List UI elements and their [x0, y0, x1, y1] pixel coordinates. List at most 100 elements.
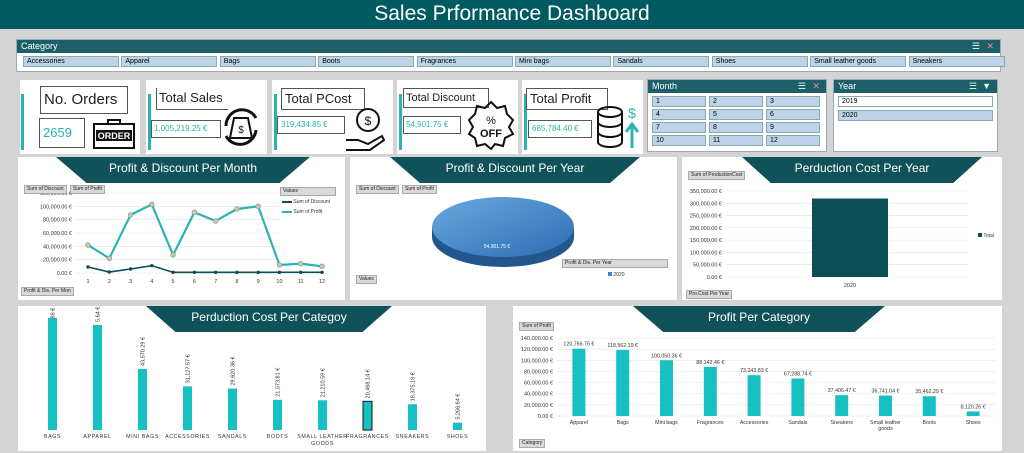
- production-cost-year-panel: Perduction Cost Per Year Sum of Producti…: [682, 157, 1002, 300]
- bar-boots: [273, 399, 282, 430]
- multi-select-icon[interactable]: ☰: [971, 41, 980, 51]
- field-button-discount[interactable]: Sum of Discount: [24, 185, 67, 194]
- y-tick-label: 250,000.00 €: [690, 214, 722, 220]
- bar-fragrances: [362, 400, 373, 431]
- data-label: 20,468.14 €: [366, 369, 372, 398]
- svg-text:$: $: [238, 125, 244, 136]
- y-tick-label: 100,000.00 €: [690, 250, 722, 256]
- axis-field-button[interactable]: Pro.Cost Per Year: [686, 290, 733, 299]
- month-chip[interactable]: 7: [652, 122, 706, 133]
- category-chip[interactable]: Shoes: [711, 56, 808, 67]
- category-chip[interactable]: Sandals: [613, 56, 710, 67]
- axis-field-button[interactable]: Profit & Dis. Per Mon: [21, 287, 74, 296]
- svg-text:OFF: OFF: [480, 128, 502, 140]
- x-tick-label: Boots: [923, 420, 937, 426]
- category-chip[interactable]: Fragrances: [416, 56, 513, 67]
- month-slicer-title: Month: [652, 81, 678, 91]
- x-tick-label: APPAREL: [83, 434, 111, 440]
- bar-sneakers: [408, 404, 417, 430]
- category-chip[interactable]: Mini bags: [515, 56, 611, 67]
- x-tick-label: 12: [319, 279, 325, 285]
- data-point: [171, 270, 175, 275]
- category-slicer: Category ☰ ✕ Accessories Apparel Bags Boots…: [16, 39, 1005, 72]
- category-chip[interactable]: Boots: [318, 56, 415, 67]
- year-chip[interactable]: 2019: [838, 96, 993, 107]
- category-chip[interactable]: Accessories: [23, 56, 119, 67]
- clear-filter-icon[interactable]: ✕: [812, 81, 820, 91]
- y-tick-label: 100,000.00 €: [521, 358, 553, 364]
- month-chip[interactable]: 5: [709, 109, 763, 120]
- y-tick-label: 150,000.00 €: [690, 238, 722, 244]
- x-tick-label: SANDALS: [218, 434, 247, 440]
- field-button-discount[interactable]: Sum of Discount: [356, 185, 399, 194]
- bar-sandals: [791, 378, 805, 416]
- y-tick-label: 80,000.00 €: [524, 369, 553, 375]
- bar-boots: [922, 396, 936, 416]
- field-button-profit[interactable]: Sum of Profit: [519, 322, 554, 331]
- data-label: 100,050.36 €: [651, 353, 682, 359]
- month-chip[interactable]: 9: [766, 122, 820, 133]
- chart-title: Profit & Discount Per Month: [56, 157, 310, 183]
- data-point: [277, 270, 282, 275]
- category-slicer-header: Category ☰ ✕: [17, 40, 1000, 53]
- month-chip[interactable]: 6: [766, 109, 820, 120]
- month-chip[interactable]: 2: [709, 96, 763, 107]
- field-button-profit[interactable]: Sum of Profit: [70, 185, 105, 194]
- x-tick-label: MINI BAGS: [126, 434, 159, 440]
- month-chip[interactable]: 4: [652, 109, 706, 120]
- bar-shoes: [966, 411, 980, 416]
- bar-sneakers: [835, 395, 849, 416]
- x-tick-label: Accessories: [740, 420, 769, 426]
- line-chart: 0.00 € 20,000.00 € 40,000.00 € 60,000.00 € 8…: [40, 191, 325, 285]
- field-button-production-cost[interactable]: Sum of ProductionCost: [688, 171, 746, 180]
- legend-title: Values: [280, 187, 336, 196]
- category-chip[interactable]: Apparel: [121, 56, 218, 67]
- kpi-pcost-label: Total PCost: [281, 88, 365, 110]
- x-tick-label: Apparel: [570, 420, 588, 426]
- coin-hand-icon: $: [346, 108, 386, 151]
- category-chip[interactable]: Small leather goods: [810, 56, 907, 67]
- data-label: 37,406.47 €: [828, 388, 856, 394]
- month-chip[interactable]: 11: [709, 135, 763, 146]
- data-point: [150, 263, 154, 268]
- profit-discount-year-panel: Profit & Discount Per Year Sum of Discou…: [350, 157, 677, 300]
- category-chip[interactable]: Sneakers: [908, 56, 1005, 67]
- kpi-profit-value: 685,784.40 €: [528, 120, 592, 138]
- bar-chart: 0.00 € 20,000.00 € 40,000.00 € 60,000.00 € 8…: [521, 336, 995, 432]
- multi-select-icon[interactable]: ☰: [797, 81, 806, 91]
- category-chip[interactable]: Bags: [219, 56, 316, 67]
- field-button-profit[interactable]: Sum of Profit: [402, 185, 437, 194]
- clear-filter-icon[interactable]: ✕: [986, 41, 994, 51]
- data-label: 73,243.83 €: [740, 368, 768, 374]
- chart-title: Profit Per Category: [633, 306, 885, 332]
- kpi-profit-card: Total Profit 685,784.40 € $: [522, 80, 643, 154]
- x-tick-label: Shoes: [966, 420, 981, 426]
- y-tick-label: 60,000.00 €: [43, 231, 72, 237]
- filter-icon[interactable]: ▼: [982, 81, 991, 91]
- profit-category-panel: Profit Per Category Sum of Profit 0.00 €…: [513, 306, 1002, 451]
- month-chip[interactable]: 3: [766, 96, 820, 107]
- data-point: [170, 252, 176, 258]
- y-tick-label: 300,000.00 €: [690, 201, 722, 207]
- category-slicer-title: Category: [21, 41, 58, 51]
- month-chip[interactable]: 1: [652, 96, 706, 107]
- x-tick-label: GOODS: [311, 441, 334, 447]
- data-label: 21,573.81 €: [276, 368, 282, 397]
- month-chip[interactable]: 8: [709, 122, 763, 133]
- axis-field-button[interactable]: Profit & Dis. Per Year: [562, 259, 668, 268]
- multi-select-icon[interactable]: ☰: [968, 81, 977, 91]
- axis-field-button[interactable]: Category: [519, 439, 546, 448]
- x-tick-label: 11: [298, 279, 304, 285]
- y-tick-label: 120,000.00 €: [521, 347, 553, 353]
- month-chip[interactable]: 12: [766, 135, 820, 146]
- values-button[interactable]: Values: [356, 275, 377, 284]
- x-tick-label: Fragrances: [697, 420, 724, 426]
- data-point: [213, 270, 218, 275]
- kpi-profit-label: Total Profit: [526, 88, 608, 110]
- data-label: 5,266.64 €: [456, 394, 462, 420]
- month-chip[interactable]: 10: [652, 135, 706, 146]
- x-tick-label: FRAGRANCES: [346, 434, 389, 440]
- data-point: [85, 242, 91, 248]
- x-tick-label: Sandals: [788, 420, 807, 426]
- year-chip[interactable]: 2020: [838, 110, 993, 121]
